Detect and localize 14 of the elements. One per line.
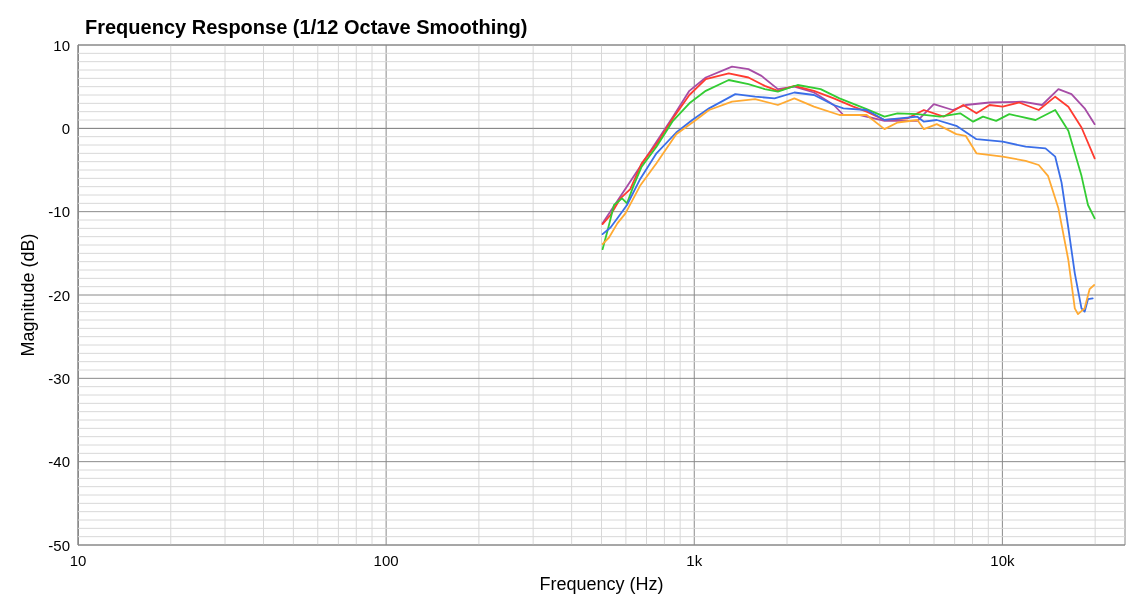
y-tick-label: -10	[48, 203, 70, 221]
x-tick-label: 10	[69, 552, 87, 569]
y-tick-label: 0	[61, 119, 70, 137]
x-tick-label: 10k	[990, 552, 1015, 569]
x-axis-title: Frequency (Hz)	[539, 574, 664, 594]
x-tick-label: 100	[373, 552, 399, 569]
y-tick-label: -50	[48, 536, 70, 554]
y-tick-label: -20	[48, 286, 70, 304]
y-tick-label: 10	[53, 36, 70, 54]
y-tick-label: -30	[48, 369, 70, 387]
x-tick-label: 1k	[686, 552, 703, 569]
chart-title: Frequency Response (1/12 Octave Smoothing)	[85, 16, 528, 38]
y-tick-label: -40	[48, 453, 70, 471]
y-axis-title: Magnitude (dB)	[18, 233, 39, 357]
